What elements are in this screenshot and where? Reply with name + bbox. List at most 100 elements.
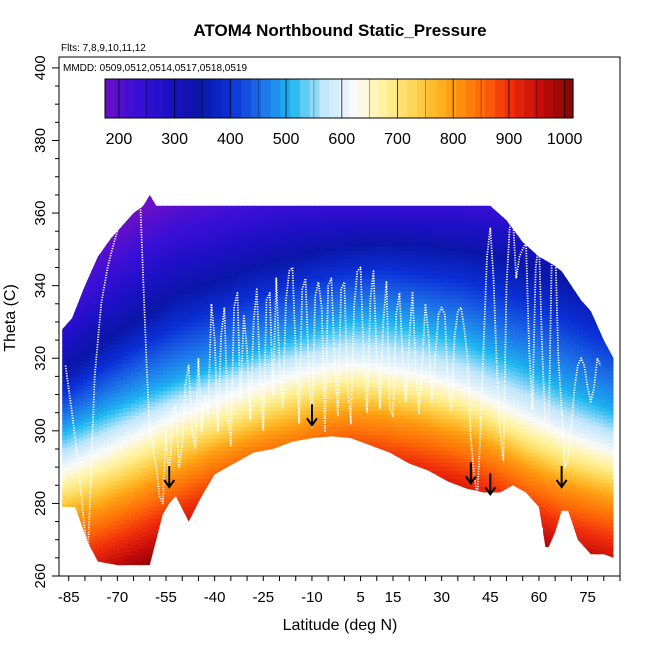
field-cell [135, 352, 140, 357]
field-cell [62, 475, 64, 480]
field-cell [127, 344, 132, 349]
field-cell [287, 435, 292, 440]
field-cell [227, 391, 232, 396]
field-cell [67, 395, 72, 400]
field-cell [195, 451, 200, 456]
field-cell [119, 361, 124, 366]
field-cell [279, 327, 284, 332]
field-cell [151, 414, 156, 419]
field-cell [295, 335, 300, 340]
field-cell [131, 463, 136, 468]
field-cell [327, 363, 332, 368]
field-cell [195, 327, 200, 332]
field-cell [183, 511, 188, 516]
field-cell [243, 243, 248, 248]
field-cell [155, 227, 160, 232]
field-cell [179, 491, 184, 496]
field-cell [103, 248, 108, 253]
field-cell [115, 545, 120, 550]
field-cell [147, 258, 152, 263]
field-cell [95, 268, 100, 273]
field-cell [167, 279, 172, 284]
field-cell [247, 299, 252, 304]
field-cell [307, 231, 312, 236]
field-cell [127, 476, 132, 481]
field-cell [187, 339, 192, 344]
field-cell [67, 483, 72, 488]
field-cell [131, 455, 136, 460]
field-cell [251, 343, 256, 348]
field-cell [187, 267, 192, 272]
field-cell [215, 379, 220, 384]
field-cell [303, 435, 308, 440]
field-cell [267, 327, 272, 332]
field-cell [111, 550, 116, 555]
field-cell [319, 347, 324, 352]
field-cell [295, 283, 300, 288]
field-cell [191, 467, 196, 472]
field-cell [307, 287, 312, 292]
field-cell [171, 319, 176, 324]
field-cell [183, 471, 188, 476]
field-cell [223, 243, 228, 248]
field-cell [111, 406, 116, 411]
field-cell [287, 327, 292, 332]
field-cell [119, 465, 124, 470]
field-cell [183, 323, 188, 328]
field-cell [147, 538, 152, 543]
field-cell [327, 347, 332, 352]
field-cell [83, 355, 88, 360]
field-cell [283, 247, 288, 252]
field-cell [195, 495, 200, 500]
field-cell [227, 407, 232, 412]
field-cell [183, 299, 188, 304]
field-cell [327, 399, 332, 404]
field-cell [127, 256, 132, 261]
field-cell [171, 247, 176, 252]
field-cell [219, 363, 224, 368]
field-cell [215, 231, 220, 236]
field-cell [179, 271, 184, 276]
field-cell [267, 251, 272, 256]
field-cell [115, 469, 120, 474]
field-cell [123, 264, 128, 269]
field-cell [103, 452, 108, 457]
field-cell [123, 416, 128, 421]
field-cell [127, 468, 132, 473]
field-cell [279, 371, 284, 376]
field-cell [279, 379, 284, 384]
field-cell [139, 461, 144, 466]
field-cell [127, 488, 132, 493]
field-cell [211, 303, 216, 308]
field-cell [311, 339, 316, 344]
field-cell [323, 371, 328, 376]
field-cell [255, 351, 260, 356]
field-cell [163, 491, 168, 496]
field-cell [139, 301, 144, 306]
field-cell [79, 361, 84, 366]
field-cell [147, 194, 152, 199]
field-cell [151, 442, 156, 447]
field-cell [75, 307, 80, 312]
field-cell [123, 248, 128, 253]
field-cell [143, 248, 148, 253]
field-cell [203, 395, 208, 400]
field-cell [95, 404, 100, 409]
field-cell [251, 335, 256, 340]
field-cell [95, 408, 100, 413]
field-cell [311, 391, 316, 396]
field-cell [291, 219, 296, 224]
field-cell [167, 435, 172, 440]
flights-note: Flts: 7,8,9,10,11,12 [61, 43, 146, 54]
field-cell [235, 371, 240, 376]
field-cell [135, 376, 140, 381]
field-cell [159, 267, 164, 272]
field-cell [319, 371, 324, 376]
field-cell [267, 319, 272, 324]
field-cell [283, 239, 288, 244]
field-cell [323, 359, 328, 364]
field-cell [127, 300, 132, 305]
field-cell [143, 440, 148, 445]
field-cell [191, 291, 196, 296]
field-cell [271, 207, 276, 212]
